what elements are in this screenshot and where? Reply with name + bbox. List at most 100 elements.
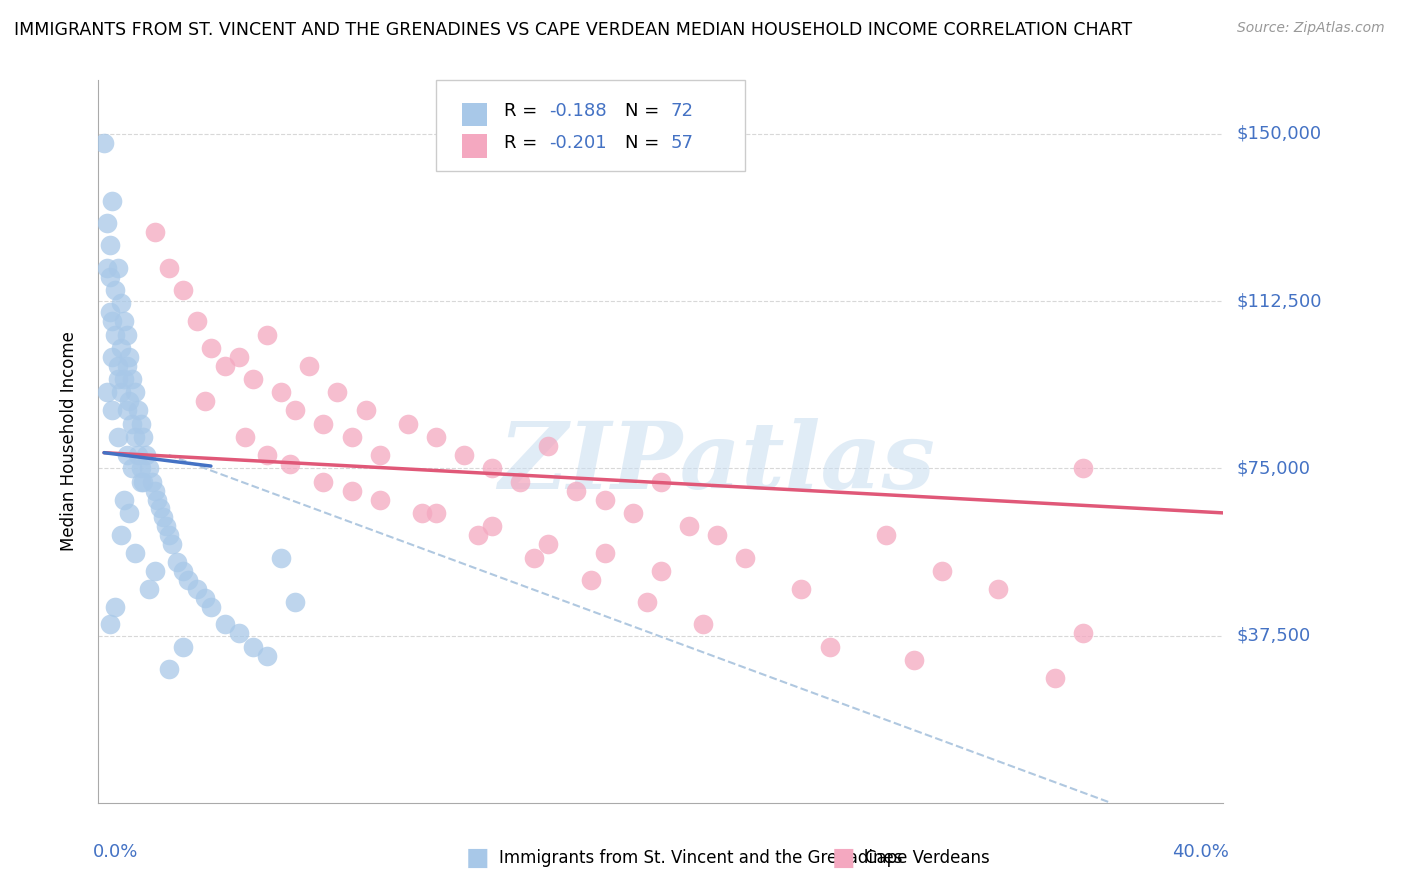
Text: ■: ■ — [467, 847, 489, 870]
Text: 57: 57 — [671, 134, 693, 153]
Point — [143, 483, 166, 498]
Point — [481, 519, 503, 533]
Point — [214, 617, 236, 632]
Point — [228, 350, 250, 364]
Point — [121, 417, 143, 431]
Point — [98, 617, 121, 632]
Text: N =: N = — [626, 103, 665, 120]
Point — [157, 260, 180, 275]
Point — [132, 475, 155, 489]
Text: $150,000: $150,000 — [1237, 125, 1322, 143]
Point — [790, 582, 813, 596]
Point — [101, 350, 124, 364]
Point — [368, 492, 391, 507]
Point — [194, 394, 217, 409]
FancyBboxPatch shape — [436, 80, 745, 170]
Text: $75,000: $75,000 — [1237, 459, 1310, 477]
FancyBboxPatch shape — [461, 103, 486, 126]
Point — [256, 327, 278, 342]
Point — [523, 550, 546, 565]
Text: ZIPatlas: ZIPatlas — [499, 418, 935, 508]
Point — [121, 461, 143, 475]
Point — [172, 283, 194, 297]
Text: Source: ZipAtlas.com: Source: ZipAtlas.com — [1237, 21, 1385, 35]
Point — [537, 537, 560, 551]
Point — [481, 461, 503, 475]
Point — [96, 216, 118, 230]
Point — [467, 528, 489, 542]
Point — [903, 653, 925, 667]
Point — [270, 550, 292, 565]
Point — [354, 403, 377, 417]
Point — [141, 475, 163, 489]
Point — [104, 599, 127, 614]
Y-axis label: Median Household Income: Median Household Income — [59, 332, 77, 551]
Point — [107, 372, 129, 386]
Point — [678, 519, 700, 533]
Point — [146, 492, 169, 507]
Point — [425, 430, 447, 444]
Point — [411, 506, 433, 520]
Point — [284, 403, 307, 417]
Point — [118, 350, 141, 364]
Point — [115, 327, 138, 342]
Point — [98, 305, 121, 319]
Point — [621, 506, 644, 520]
Point — [650, 475, 672, 489]
Point — [242, 640, 264, 654]
Text: R =: R = — [503, 103, 543, 120]
Point — [101, 314, 124, 328]
Point — [284, 595, 307, 609]
Point — [298, 359, 321, 373]
Point — [107, 359, 129, 373]
Point — [186, 314, 208, 328]
Point — [706, 528, 728, 542]
Text: 40.0%: 40.0% — [1173, 843, 1229, 861]
Point — [143, 225, 166, 239]
Point — [396, 417, 419, 431]
Point — [425, 506, 447, 520]
Point — [340, 430, 363, 444]
Point — [127, 403, 149, 417]
Text: Cape Verdeans: Cape Verdeans — [865, 849, 990, 867]
Point — [107, 260, 129, 275]
Point — [112, 372, 135, 386]
Point — [129, 475, 152, 489]
Point — [256, 448, 278, 462]
Point — [112, 314, 135, 328]
Text: $112,500: $112,500 — [1237, 292, 1322, 310]
Point — [96, 260, 118, 275]
Point — [96, 385, 118, 400]
Text: $37,500: $37,500 — [1237, 626, 1310, 645]
Point — [256, 648, 278, 663]
Text: R =: R = — [503, 134, 543, 153]
Point — [233, 430, 256, 444]
Point — [875, 528, 897, 542]
Point — [312, 417, 335, 431]
Point — [200, 599, 222, 614]
Point — [987, 582, 1010, 596]
Point — [115, 403, 138, 417]
Text: 0.0%: 0.0% — [93, 843, 138, 861]
Point — [340, 483, 363, 498]
Point — [200, 341, 222, 355]
Point — [931, 564, 953, 578]
Point — [509, 475, 531, 489]
Point — [157, 662, 180, 676]
Point — [129, 461, 152, 475]
Point — [636, 595, 658, 609]
Point — [155, 519, 177, 533]
Text: ■: ■ — [832, 847, 855, 870]
Point — [110, 385, 132, 400]
Point — [101, 194, 124, 208]
Point — [110, 296, 132, 310]
Point — [650, 564, 672, 578]
Text: -0.201: -0.201 — [548, 134, 606, 153]
Point — [110, 528, 132, 542]
Point — [124, 430, 146, 444]
Text: N =: N = — [626, 134, 665, 153]
Point — [93, 136, 115, 150]
Point — [143, 564, 166, 578]
Point — [194, 591, 217, 605]
Point — [121, 372, 143, 386]
